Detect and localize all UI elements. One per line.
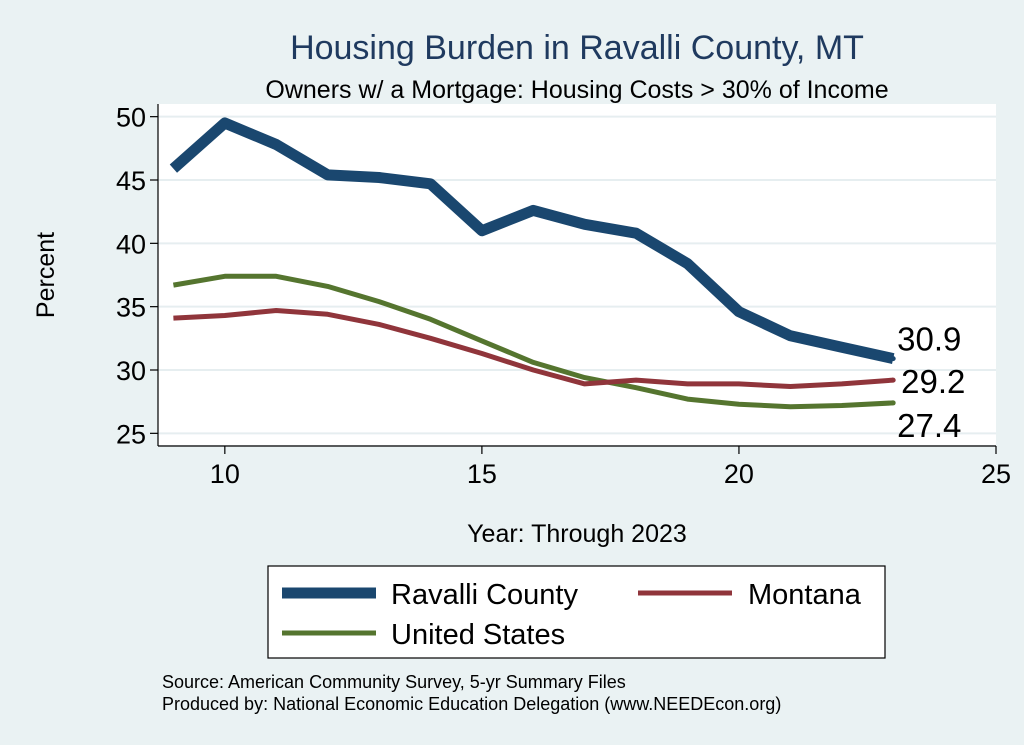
chart-subtitle: Owners w/ a Mortgage: Housing Costs > 30… xyxy=(265,76,888,104)
axes xyxy=(157,104,996,447)
x-tick-label: 25 xyxy=(981,459,1011,489)
legend-label-united-states: United States xyxy=(391,619,565,651)
source-note: Source: American Community Survey, 5-yr … xyxy=(162,672,626,692)
end-labels: 30.9 29.2 27.4 xyxy=(897,321,965,444)
y-tick-label: 50 xyxy=(116,103,146,133)
x-axis-ticks: 10 15 20 25 xyxy=(210,446,1011,489)
y-axis-ticks: 25 30 35 40 45 50 xyxy=(116,103,158,449)
end-label-united-states: 27.4 xyxy=(897,407,961,444)
end-point-united-states xyxy=(890,400,896,406)
y-axis-label: Percent xyxy=(32,232,60,318)
legend-label-montana: Montana xyxy=(748,579,862,611)
series-lines xyxy=(169,117,896,410)
x-tick-label: 20 xyxy=(724,459,754,489)
y-tick-label: 40 xyxy=(116,229,146,259)
y-tick-label: 45 xyxy=(116,166,146,196)
producer-note: Produced by: National Economic Education… xyxy=(162,694,781,714)
gridlines xyxy=(158,115,996,435)
series-line-montana xyxy=(173,308,894,389)
y-tick-label: 30 xyxy=(116,356,146,386)
y-tick-label: 35 xyxy=(116,293,146,323)
end-point-ravalli-county xyxy=(890,356,896,362)
end-point-montana xyxy=(890,377,896,383)
series-line-united-states xyxy=(172,273,894,410)
end-label-montana: 29.2 xyxy=(901,363,965,400)
chart-title: Housing Burden in Ravalli County, MT xyxy=(290,29,864,67)
end-label-ravalli-county: 30.9 xyxy=(897,321,961,358)
legend: Ravalli County Montana United States xyxy=(267,565,886,659)
legend-label-ravalli-county: Ravalli County xyxy=(391,579,578,611)
x-tick-label: 10 xyxy=(210,459,240,489)
x-axis-label: Year: Through 2023 xyxy=(467,520,687,548)
legend-box xyxy=(267,565,886,659)
y-tick-label: 25 xyxy=(116,419,146,449)
x-tick-label: 15 xyxy=(467,459,497,489)
series-line-ravalli-county xyxy=(169,117,895,364)
